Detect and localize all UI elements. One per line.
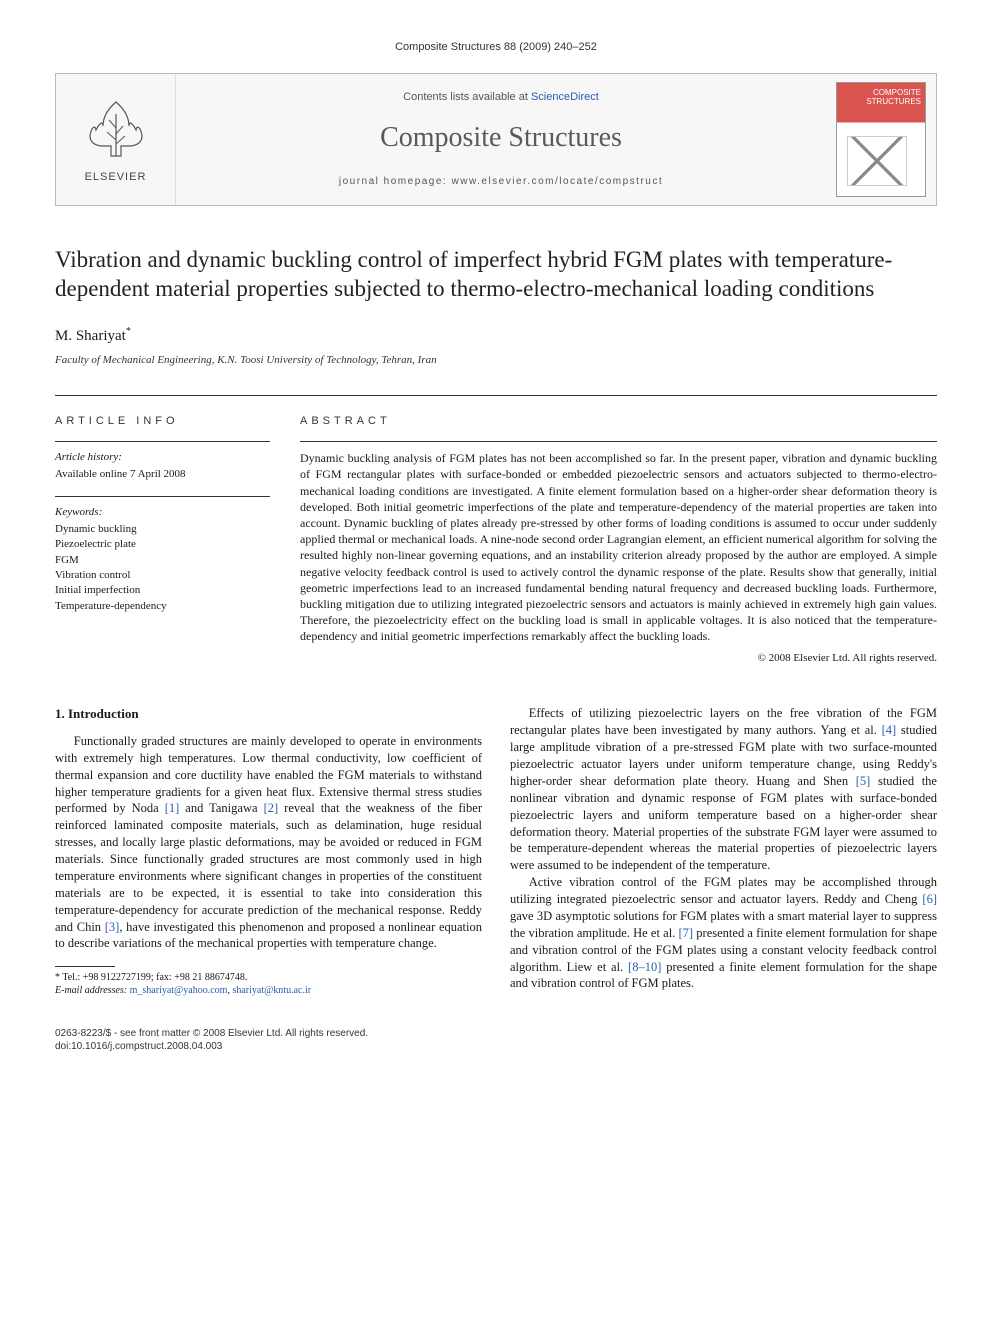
article-info-heading: ARTICLE INFO (55, 414, 270, 429)
keywords-list: Dynamic buckling Piezoelectric plate FGM… (55, 522, 270, 614)
abstract-column: ABSTRACT Dynamic buckling analysis of FG… (300, 414, 937, 665)
author-line: M. Shariyat* (55, 325, 937, 346)
email-link[interactable]: m_shariyat@yahoo.com (130, 985, 228, 996)
paragraph: Functionally graded structures are mainl… (55, 733, 482, 952)
keyword: Vibration control (55, 568, 270, 583)
citation-link[interactable]: [4] (882, 723, 897, 737)
abstract-copyright: © 2008 Elsevier Ltd. All rights reserved… (300, 651, 937, 666)
front-matter-line: 0263-8223/$ - see front matter © 2008 El… (55, 1027, 937, 1040)
history-value: Available online 7 April 2008 (55, 467, 270, 482)
body-text: 1. Introduction Functionally graded stru… (55, 705, 937, 997)
citation-link[interactable]: [6] (922, 892, 937, 906)
homepage-label: journal homepage: (339, 176, 452, 187)
author-name: M. Shariyat (55, 328, 126, 344)
email-link[interactable]: shariyat@kntu.ac.ir (232, 985, 311, 996)
section-1-heading: 1. Introduction (55, 705, 482, 723)
footnote-tel: * Tel.: +98 9122727199; fax: +98 21 8867… (55, 971, 482, 984)
email-label: E-mail addresses: (55, 985, 130, 996)
text-run: studied the nonlinear vibration and dyna… (510, 774, 937, 872)
citation-link[interactable]: [1] (165, 801, 180, 815)
journal-cover-thumb: COMPOSITE STRUCTURES (836, 82, 926, 197)
banner-center: Contents lists available at ScienceDirec… (176, 74, 826, 205)
citation-link[interactable]: [5] (856, 774, 871, 788)
paragraph: Effects of utilizing piezoelectric layer… (510, 705, 937, 874)
keywords-block: Keywords: Dynamic buckling Piezoelectric… (55, 496, 270, 614)
info-abstract-row: ARTICLE INFO Article history: Available … (55, 395, 937, 665)
contents-prefix: Contents lists available at (403, 91, 531, 103)
doi-line: doi:10.1016/j.compstruct.2008.04.003 (55, 1040, 937, 1053)
keyword: Piezoelectric plate (55, 537, 270, 552)
journal-banner: ELSEVIER Contents lists available at Sci… (55, 73, 937, 206)
article-history: Article history: Available online 7 Apri… (55, 441, 270, 482)
contents-available: Contents lists available at ScienceDirec… (403, 90, 599, 105)
citation-link[interactable]: [3] (105, 920, 120, 934)
keyword: Temperature-dependency (55, 599, 270, 614)
article-info-column: ARTICLE INFO Article history: Available … (55, 414, 270, 665)
text-run: Effects of utilizing piezoelectric layer… (510, 706, 937, 737)
citation-link[interactable]: [8–10] (628, 960, 661, 974)
citation-link[interactable]: [7] (679, 926, 694, 940)
journal-title: Composite Structures (380, 119, 622, 157)
homepage-url[interactable]: www.elsevier.com/locate/compstruct (452, 176, 664, 187)
text-run: , have investigated this phenomenon and … (55, 920, 482, 951)
journal-homepage: journal homepage: www.elsevier.com/locat… (339, 175, 663, 189)
corresponding-marker: * (126, 326, 131, 337)
elsevier-tree-icon (81, 94, 151, 164)
keyword: Initial imperfection (55, 583, 270, 598)
running-header: Composite Structures 88 (2009) 240–252 (55, 40, 937, 55)
text-run: and Tanigawa (179, 801, 263, 815)
page-footer: 0263-8223/$ - see front matter © 2008 El… (55, 1027, 937, 1053)
footnote-rule (55, 966, 115, 967)
publisher-name: ELSEVIER (85, 170, 147, 185)
text-run: reveal that the weakness of the fiber re… (55, 801, 482, 933)
citation-link[interactable]: [2] (264, 801, 279, 815)
cover-title: COMPOSITE STRUCTURES (837, 89, 921, 107)
footnote-email: E-mail addresses: m_shariyat@yahoo.com, … (55, 984, 482, 997)
paragraph: Active vibration control of the FGM plat… (510, 874, 937, 992)
abstract-heading: ABSTRACT (300, 414, 937, 429)
text-run: Active vibration control of the FGM plat… (510, 875, 937, 906)
keywords-label: Keywords: (55, 505, 270, 520)
sciencedirect-link[interactable]: ScienceDirect (531, 91, 599, 103)
keyword: FGM (55, 553, 270, 568)
article-title: Vibration and dynamic buckling control o… (55, 246, 937, 304)
history-label: Article history: (55, 450, 270, 465)
abstract-body: Dynamic buckling analysis of FGM plates … (300, 441, 937, 644)
publisher-block: ELSEVIER (56, 74, 176, 205)
affiliation: Faculty of Mechanical Engineering, K.N. … (55, 353, 937, 368)
keyword: Dynamic buckling (55, 522, 270, 537)
cover-block: COMPOSITE STRUCTURES (826, 74, 936, 205)
cover-graphic-icon (847, 136, 907, 186)
